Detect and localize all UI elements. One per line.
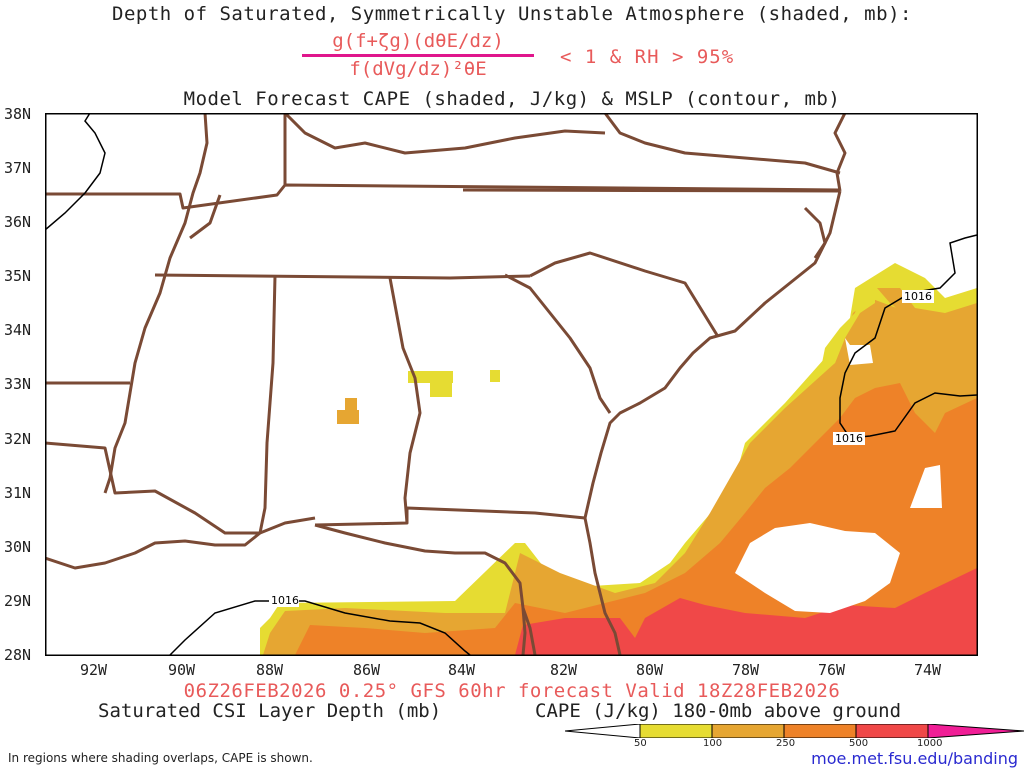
lat-label: 34N xyxy=(4,321,32,339)
cape-colorbar xyxy=(565,724,1024,738)
cape-legend-caption: CAPE (J/kg) 180-0mb above ground xyxy=(535,700,902,722)
cape-region-low xyxy=(820,288,875,373)
lat-label: 37N xyxy=(4,159,32,177)
lat-label: 35N xyxy=(4,267,32,285)
contour-label: 1016 xyxy=(835,432,863,445)
lat-label: 33N xyxy=(4,375,32,393)
contour-labels: 1016 1016 1016 xyxy=(269,290,934,607)
cape-patch xyxy=(337,410,359,424)
formula-condition: < 1 & RH > 95% xyxy=(560,46,735,68)
csi-legend-caption: Saturated CSI Layer Depth (mb) xyxy=(98,700,442,722)
contour-label: 1016 xyxy=(904,290,932,303)
lat-label: 30N xyxy=(4,538,32,556)
cape-gap xyxy=(735,523,900,613)
cape-gap xyxy=(910,465,942,508)
cape-patch xyxy=(408,371,453,383)
lat-label: 32N xyxy=(4,430,32,448)
fraction-bar xyxy=(302,54,534,57)
source-link[interactable]: moe.met.fsu.edu/banding xyxy=(811,749,1018,768)
lat-label: 31N xyxy=(4,484,32,502)
lon-label: 76W xyxy=(818,661,846,679)
colorbar-tick: 250 xyxy=(776,738,796,749)
colorbar-tick: 50 xyxy=(634,738,647,749)
lon-label: 88W xyxy=(256,661,284,679)
lon-label: 78W xyxy=(732,661,760,679)
lon-label: 92W xyxy=(80,661,108,679)
lon-label: 90W xyxy=(168,661,196,679)
lat-label: 28N xyxy=(4,646,32,664)
cape-patch xyxy=(430,381,452,397)
isobar-1016 xyxy=(169,600,471,656)
boundaries xyxy=(45,113,847,656)
cape-shading xyxy=(260,263,977,655)
overlap-note: In regions where shading overlaps, CAPE … xyxy=(8,751,313,765)
isobar-1016 xyxy=(839,234,978,439)
lat-label: 38N xyxy=(4,105,32,123)
map-frame xyxy=(45,113,978,656)
cape-patch xyxy=(345,398,357,410)
contour-label: 1016 xyxy=(271,594,299,607)
formula-numerator: g(f+ζg)(dθE/dz) xyxy=(332,30,504,52)
lon-label: 74W xyxy=(914,661,942,679)
formula-fraction: g(f+ζg)(dθE/dz) f(dVg/dz)²θE xyxy=(300,28,536,81)
isobar-1016 xyxy=(45,113,106,231)
colorbar-tick: 500 xyxy=(849,738,869,749)
map-subtitle: Model Forecast CAPE (shaded, J/kg) & MSL… xyxy=(183,88,841,110)
lon-label: 86W xyxy=(353,661,381,679)
lat-label: 36N xyxy=(4,213,32,231)
forecast-map: 1016 1016 1016 xyxy=(45,113,978,656)
formula-denominator: f(dVg/dz)²θE xyxy=(349,58,487,80)
colorbar-tick: 100 xyxy=(703,738,723,749)
lon-label: 80W xyxy=(636,661,664,679)
map-title: Depth of Saturated, Symmetrically Unstab… xyxy=(112,3,912,25)
lat-label: 29N xyxy=(4,592,32,610)
lon-label: 84W xyxy=(448,661,476,679)
run-info: 06Z26FEB2026 0.25° GFS 60hr forecast Val… xyxy=(183,680,841,702)
colorbar-tick: 1000 xyxy=(917,738,943,749)
cape-region-max xyxy=(515,568,977,655)
lon-label: 82W xyxy=(550,661,578,679)
mslp-contours xyxy=(45,113,978,656)
cape-patch xyxy=(490,370,500,382)
cape-gap xyxy=(725,338,805,398)
